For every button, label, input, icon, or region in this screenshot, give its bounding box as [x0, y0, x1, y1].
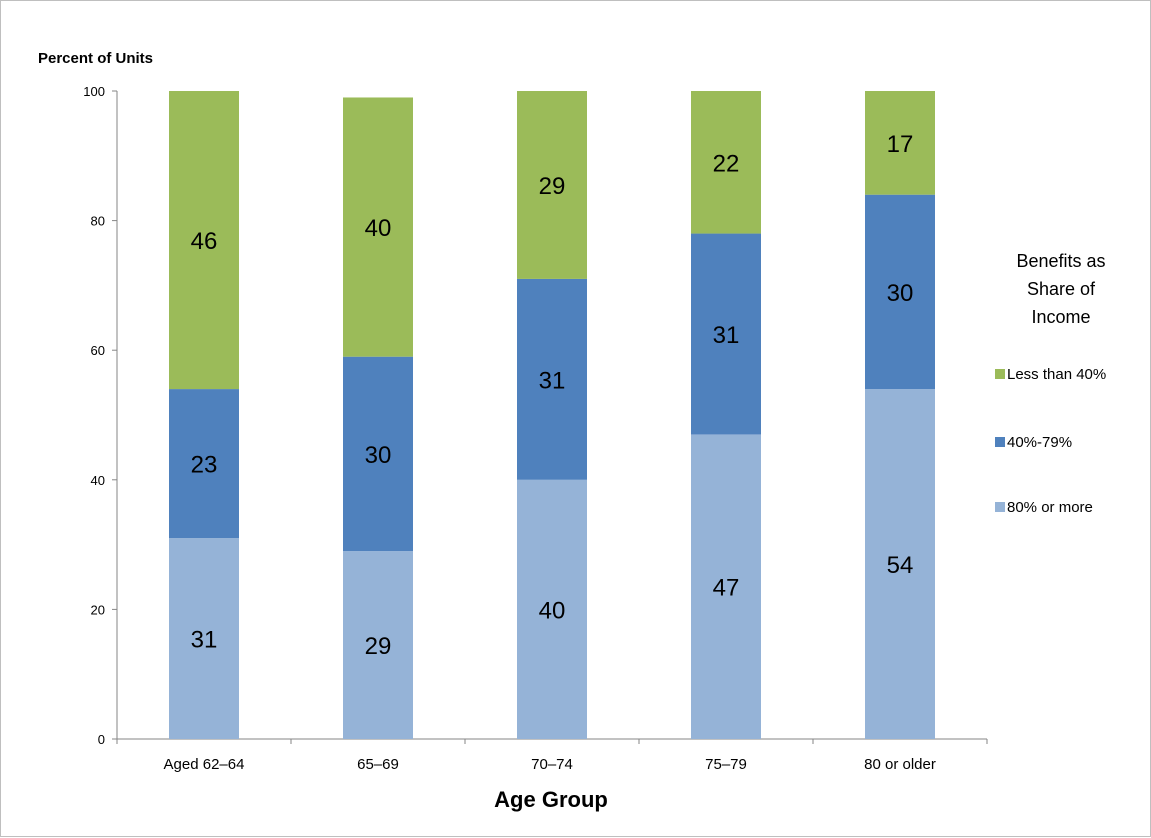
bar-segment: [169, 538, 239, 739]
bar-segment: [169, 389, 239, 539]
data-label: 23: [191, 452, 218, 479]
bar-segment: [691, 233, 761, 435]
bar-segment: [343, 356, 413, 552]
data-label: 31: [713, 322, 740, 349]
data-label: 46: [191, 228, 218, 255]
y-tick-label: 100: [83, 84, 105, 99]
bar-segment: [343, 551, 413, 739]
data-label: 30: [365, 442, 392, 469]
bar-segment: [865, 194, 935, 390]
bar-segment: [865, 389, 935, 739]
x-tick-label: 65–69: [357, 756, 399, 773]
axes: 0 20 40 60 80 100 Aged 62–64 65–69 70–74 75–79 80 …: [83, 84, 988, 773]
x-axis-title: Age Group: [494, 787, 608, 812]
data-label: 40: [539, 597, 566, 624]
legend-label: 80% or more: [1007, 499, 1093, 516]
legend-label: 40%-79%: [1007, 434, 1072, 451]
y-axis-title: Percent of Units: [38, 50, 153, 67]
bar-segment: [169, 91, 239, 390]
data-label: 54: [887, 552, 914, 579]
data-label: 47: [713, 575, 740, 602]
bar-segment: [865, 91, 935, 195]
legend-swatch: [995, 502, 1005, 512]
bar-segment: [691, 434, 761, 739]
x-tick-label: 80 or older: [864, 756, 936, 773]
legend-label: Less than 40%: [1007, 366, 1106, 383]
y-tick-label: 0: [98, 732, 105, 747]
x-tick-label: 70–74: [531, 756, 573, 773]
data-label: 29: [365, 633, 392, 660]
bar-segment: [691, 91, 761, 234]
legend-title: Share of: [1027, 279, 1096, 299]
bar-segment: [343, 97, 413, 357]
x-tick-label: Aged 62–64: [164, 756, 245, 773]
y-tick-label: 40: [91, 473, 105, 488]
x-tick-label: 75–79: [705, 756, 747, 773]
data-label: 30: [887, 280, 914, 307]
data-label: 31: [191, 627, 218, 654]
bar-segment: [517, 278, 587, 480]
legend-swatch: [995, 437, 1005, 447]
data-label: 17: [887, 131, 914, 158]
legend-swatch: [995, 369, 1005, 379]
data-label: 31: [539, 367, 566, 394]
y-tick-label: 20: [91, 602, 105, 617]
data-label: 29: [539, 173, 566, 200]
legend-title: Income: [1031, 307, 1090, 327]
data-label: 22: [713, 150, 740, 177]
y-tick-label: 80: [91, 214, 105, 229]
bar-segment: [517, 479, 587, 739]
legend-title: Benefits as: [1016, 251, 1105, 271]
legend: Benefits as Share of Income Less than 40% 40…: [995, 251, 1106, 516]
bar-segment: [517, 91, 587, 279]
y-tick-label: 60: [91, 343, 105, 358]
data-label: 40: [365, 215, 392, 242]
bars: 31 23 46 29 30 40 40 31 29 47 31 22 54 30 17: [169, 91, 935, 739]
